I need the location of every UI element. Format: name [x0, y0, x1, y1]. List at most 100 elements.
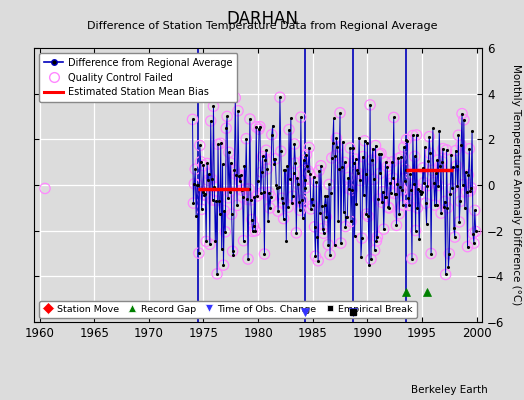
Point: [293, 175, 301, 181]
Point: [434, 182, 443, 189]
Point: [449, 164, 457, 170]
Point: [225, 149, 233, 156]
Point: [421, 144, 429, 150]
Point: [397, 154, 405, 160]
Point: [256, 124, 264, 130]
Point: [297, 114, 305, 120]
Point: [369, 176, 378, 182]
Point: [205, 171, 213, 178]
Point: [324, 242, 332, 248]
Point: [468, 128, 476, 134]
Point: [213, 271, 221, 277]
Point: [241, 186, 249, 192]
Point: [410, 181, 418, 188]
Point: [291, 160, 300, 166]
Point: [346, 145, 354, 151]
Point: [379, 226, 388, 232]
Point: [408, 256, 416, 262]
Point: [315, 167, 323, 174]
Point: [437, 210, 445, 216]
Point: [267, 194, 275, 200]
Point: [249, 222, 258, 229]
Point: [294, 181, 302, 187]
Point: [202, 238, 210, 245]
Point: [432, 201, 441, 208]
Point: [213, 271, 221, 277]
Point: [415, 236, 423, 242]
Point: [217, 246, 226, 252]
Point: [440, 204, 448, 210]
Point: [345, 185, 353, 192]
Point: [347, 218, 355, 225]
Point: [421, 200, 430, 206]
Point: [396, 184, 405, 190]
Point: [457, 142, 465, 148]
Point: [367, 256, 375, 262]
Point: [277, 148, 285, 154]
Point: [307, 206, 315, 212]
Point: [247, 216, 256, 223]
Point: [390, 190, 399, 197]
Point: [390, 190, 399, 197]
Point: [332, 135, 341, 141]
Point: [398, 187, 406, 193]
Point: [216, 211, 224, 217]
Point: [409, 132, 417, 139]
Point: [354, 170, 363, 176]
Point: [362, 171, 370, 178]
Point: [206, 118, 215, 124]
Point: [372, 142, 380, 149]
Point: [376, 170, 384, 176]
Point: [299, 215, 307, 221]
Point: [351, 233, 359, 240]
Point: [455, 219, 464, 225]
Point: [205, 241, 214, 248]
Point: [462, 169, 470, 176]
Point: [255, 126, 263, 132]
Point: [408, 256, 416, 262]
Point: [350, 160, 358, 166]
Point: [458, 110, 466, 117]
Point: [196, 158, 205, 165]
Point: [300, 177, 309, 183]
Point: [447, 152, 455, 159]
Point: [278, 195, 286, 202]
Point: [233, 202, 242, 208]
Point: [403, 137, 411, 144]
Point: [300, 177, 309, 183]
Point: [459, 182, 467, 188]
Point: [316, 162, 325, 169]
Point: [283, 163, 291, 169]
Point: [273, 185, 281, 191]
Point: [375, 151, 384, 158]
Point: [190, 180, 199, 187]
Point: [188, 116, 196, 122]
Point: [325, 181, 333, 188]
Point: [205, 171, 213, 178]
Point: [412, 132, 421, 138]
Point: [227, 211, 236, 218]
Point: [276, 94, 284, 100]
Point: [244, 256, 252, 262]
Point: [413, 205, 422, 211]
Point: [378, 199, 386, 206]
Point: [191, 166, 200, 172]
Point: [280, 167, 289, 174]
Point: [389, 175, 397, 181]
Point: [436, 162, 444, 169]
Point: [227, 211, 236, 218]
Point: [358, 235, 366, 241]
Point: [275, 184, 283, 190]
Point: [353, 167, 362, 173]
Point: [472, 228, 480, 235]
Point: [234, 108, 242, 114]
Point: [358, 154, 367, 160]
Point: [400, 178, 409, 184]
Point: [189, 200, 198, 206]
Point: [279, 215, 288, 222]
Point: [263, 166, 271, 172]
Point: [406, 171, 414, 177]
Point: [460, 117, 468, 123]
Point: [400, 144, 408, 150]
Point: [465, 146, 474, 152]
